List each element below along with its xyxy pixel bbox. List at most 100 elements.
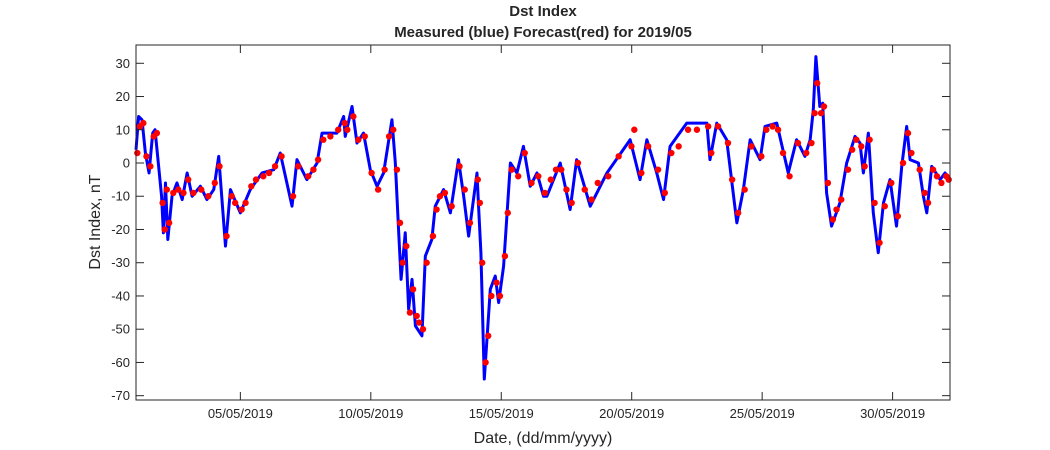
forecast-point [231,199,239,207]
y-axis-label: Dst Index, nT [87,174,104,269]
x-tick-label: 15/05/2019 [469,406,534,421]
forecast-point [581,186,588,193]
forecast-point [734,209,742,217]
forecast-point [474,176,481,183]
x-tick-label: 25/05/2019 [730,406,795,421]
forecast-point [448,203,455,210]
forecast-point [334,126,342,133]
x-tick-label: 30/05/2019 [860,406,925,421]
forecast-point [774,126,782,133]
forecast-point [409,286,417,293]
forecast-point [724,139,732,147]
forecast-point [143,153,150,160]
forecast-point [924,199,932,207]
forecast-point [916,166,923,173]
forecast-point [295,163,302,170]
forecast-point [159,199,166,207]
forecast-point [190,189,197,197]
forecast-point [574,159,582,167]
forecast-point [728,176,736,183]
forecast-point [861,163,868,170]
forecast-point [848,146,856,153]
forecast-point [344,126,351,133]
forecast-point [153,129,161,137]
forecast-point [403,242,410,250]
y-tick-label: -50 [111,322,130,337]
forecast-point [541,189,549,197]
forecast-point [871,199,878,207]
forecast-point [170,189,177,197]
y-tick-label: -30 [111,255,130,270]
forecast-point [271,163,279,170]
forecast-point [456,163,463,170]
forecast-point [547,176,555,183]
forecast-point [466,219,474,227]
forecast-point [563,186,570,193]
forecast-point [216,163,223,170]
forecast-point [304,173,312,180]
forecast-point [341,119,348,127]
y-tick-label: 10 [116,122,130,137]
forecast-point [853,136,860,143]
forecast-point [615,153,622,160]
forecast-point [361,133,369,140]
forecast-point [838,196,845,203]
forecast-point [228,193,235,200]
forecast-point [644,143,652,150]
forecast-point [675,143,682,150]
forecast-point [175,186,182,193]
forecast-point [769,123,776,130]
forecast-point [558,166,565,173]
forecast-point [327,133,334,140]
forecast-point [829,216,837,223]
forecast-point [748,143,755,150]
forecast-point [808,139,815,147]
series-layer [134,55,952,381]
forecast-point [535,173,542,180]
forecast-point [482,359,489,366]
forecast-point [588,196,595,203]
forecast-point [817,109,825,117]
forecast-point [888,179,895,187]
forecast-point [552,166,560,173]
forecast-point [485,332,492,340]
forecast-point [488,292,495,300]
forecast-point [528,179,535,187]
forecast-point [165,219,173,227]
forecast-point [493,279,500,286]
forecast-point [515,173,522,180]
forecast-point [661,189,669,197]
forecast-point [894,212,902,220]
forecast-point [147,163,154,170]
forecast-point [205,193,212,200]
forecast-point [238,206,245,213]
x-axis-label: Date, (dd/mm/yyyy) [474,430,613,447]
forecast-point [184,176,192,183]
forecast-point [938,179,945,187]
forecast-point [350,113,357,120]
forecast-point [631,126,638,133]
y-tick-label: 0 [123,156,130,171]
forecast-point [684,126,692,133]
forecast-point [758,153,765,160]
x-tick-label: 05/05/2019 [208,406,273,421]
measured-series-line [134,55,952,381]
forecast-point [881,203,888,210]
forecast-point [433,206,440,213]
forecast-point [278,153,285,160]
forecast-point [504,209,511,217]
forecast-point [140,119,147,127]
axes-layer: -70 -60 -50 -40 -30 -20 -10 0 10 20 30 05/05/2019 10… [111,45,950,421]
forecast-point [693,126,701,133]
forecast-point [134,149,141,157]
forecast-point [904,129,912,137]
chart-title: Dst Index [509,3,577,20]
forecast-point [638,169,645,177]
forecast-point [811,109,818,117]
forecast-point [794,139,802,147]
forecast-point [393,166,401,173]
forecast-point [429,232,437,240]
forecast-point [628,143,635,150]
forecast-point [508,166,515,173]
forecast-point [899,159,907,167]
